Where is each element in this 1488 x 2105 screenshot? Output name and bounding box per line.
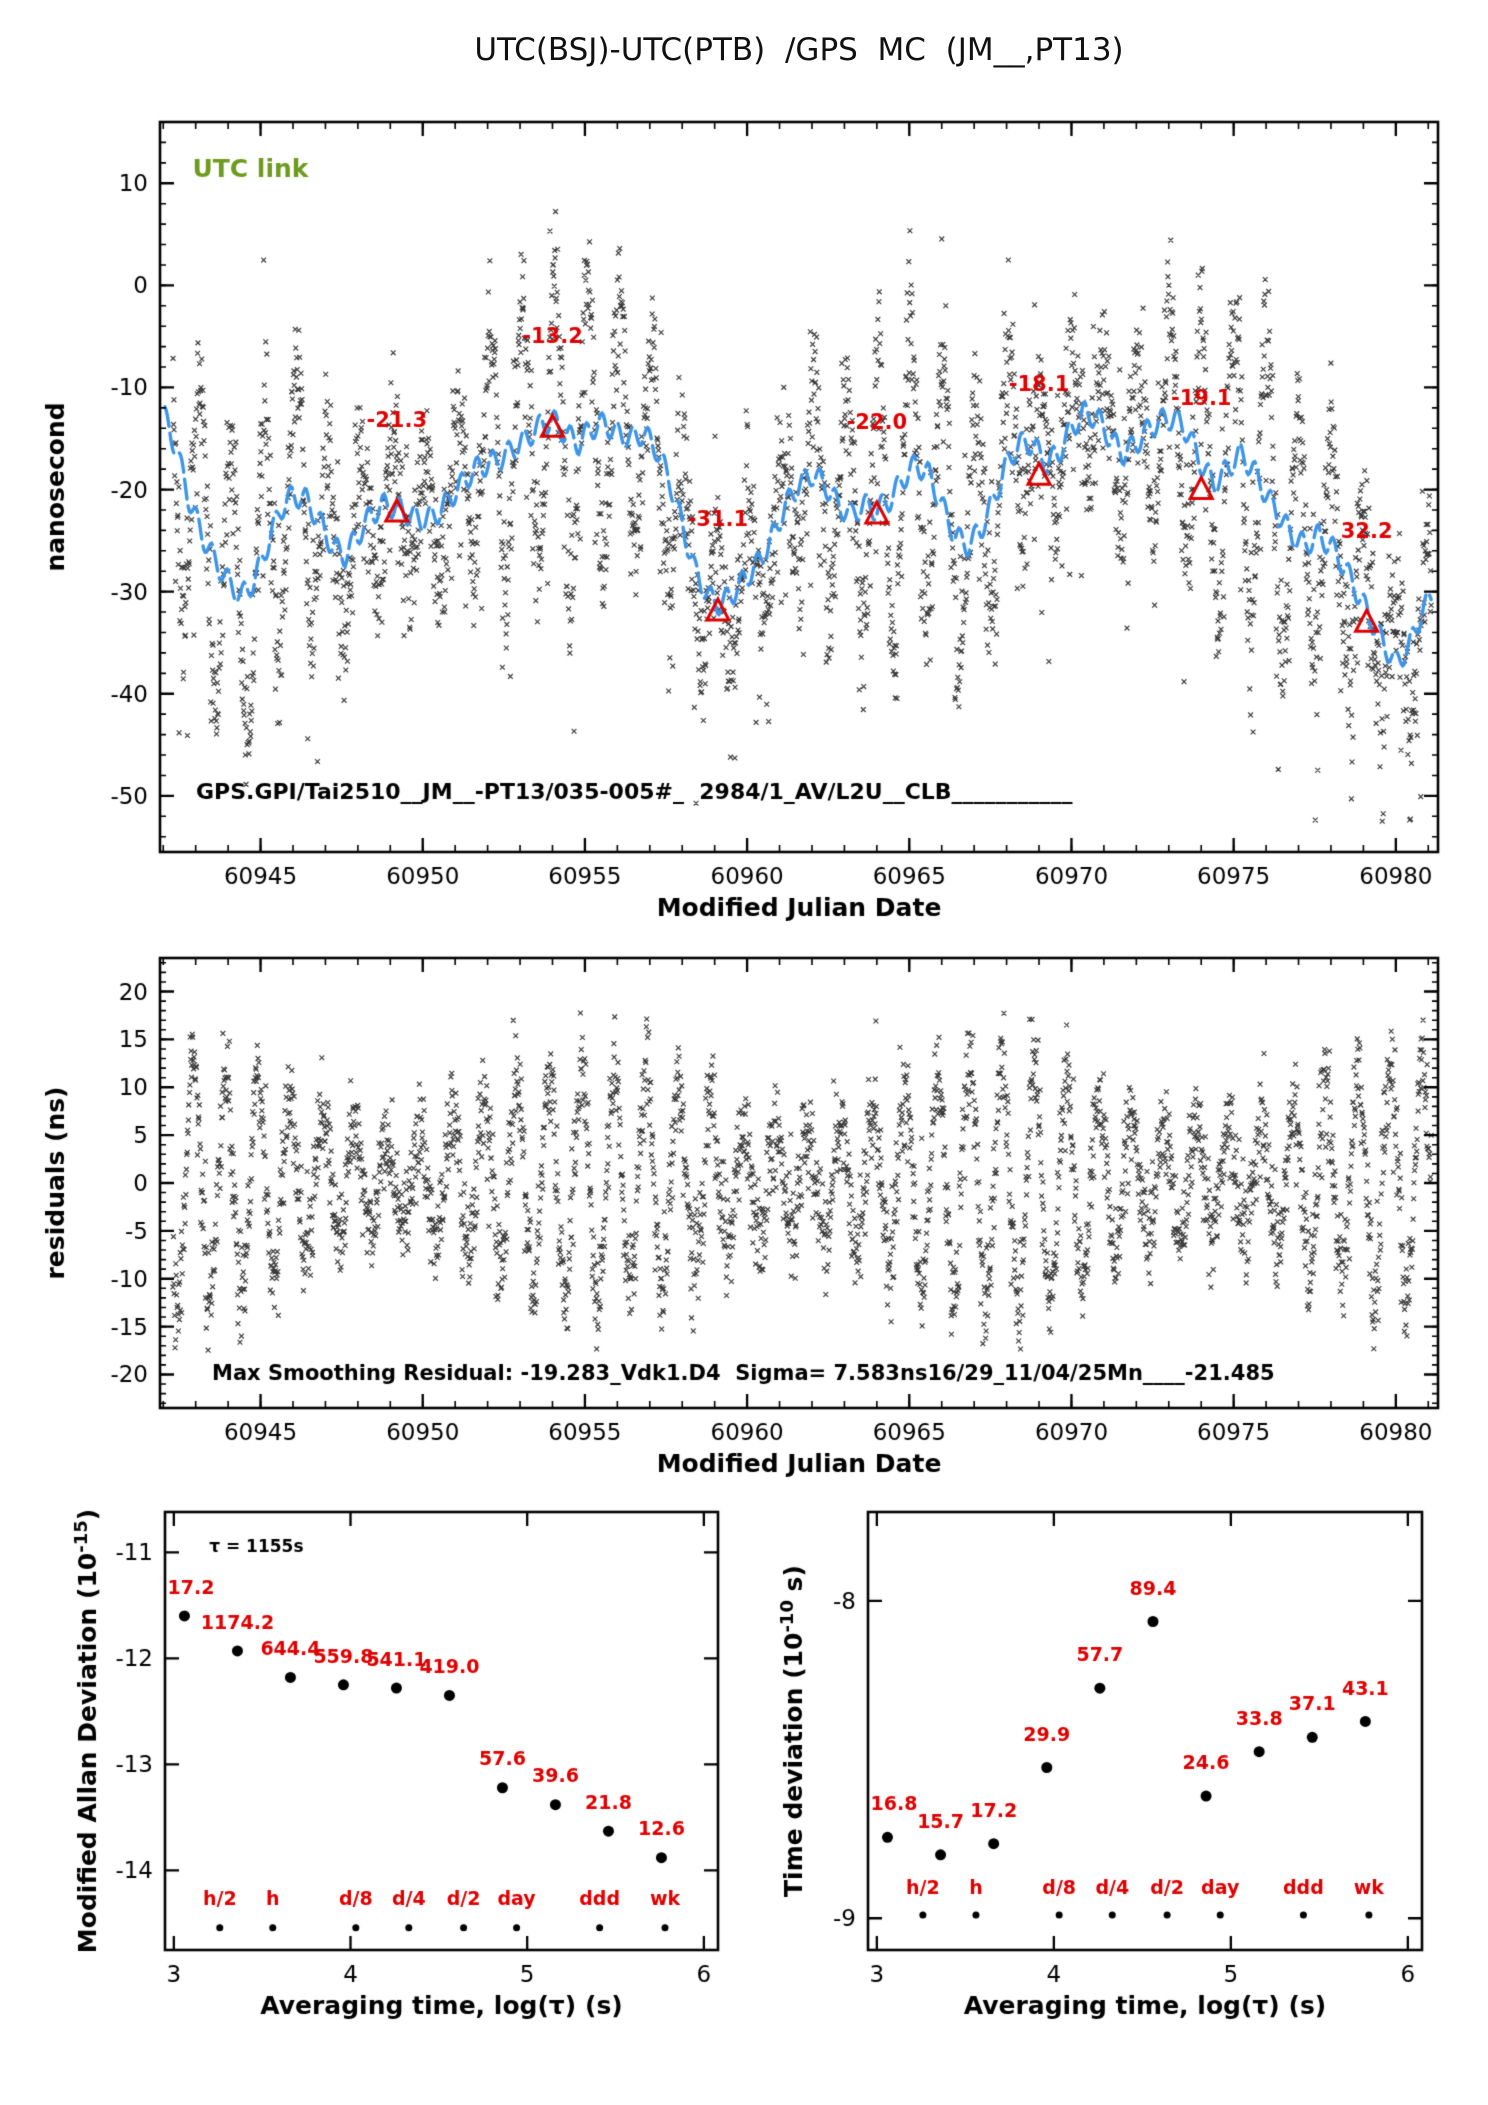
chart-title: UTC(BSJ)-UTC(PTB) /GPS MC (JM__,PT13): [474, 32, 1124, 68]
